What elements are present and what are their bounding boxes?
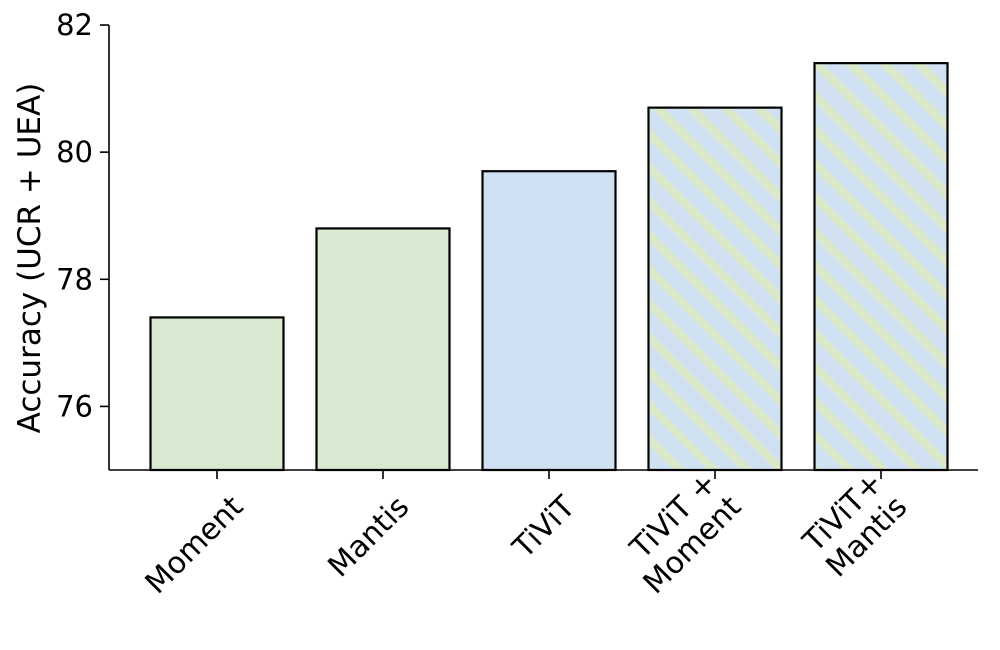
x-labels-group: Moment Mantis TiViT TiViT +Moment TiViT+Mant… [139,465,915,601]
x-tick-label-mantis: Mantis [321,489,416,584]
y-tick-label: 78 [56,262,93,296]
bar-moment [149,316,285,472]
x-tick-label-moment: Moment [139,489,251,601]
axes-group [108,25,978,471]
y-axis-title: Accuracy (UCR + UEA) [12,83,48,434]
y-ticks-group: 76 78 80 82 [56,8,109,423]
bar-tivit-moment [647,106,783,472]
y-tick-label: 82 [56,8,93,42]
x-tick-label-tivit-moment: TiViT +Moment [613,465,749,601]
bar-tivit-mantis [813,62,949,472]
y-tick-label: 80 [56,135,93,169]
x-tick-label-tivit-mantis: TiViT+Mantis [795,465,914,584]
bar-mantis [315,227,451,472]
bar-tivit [481,170,617,472]
bars-group [149,62,949,472]
x-tick-label-tivit: TiViT [506,489,583,566]
y-tick-label: 76 [56,389,93,423]
